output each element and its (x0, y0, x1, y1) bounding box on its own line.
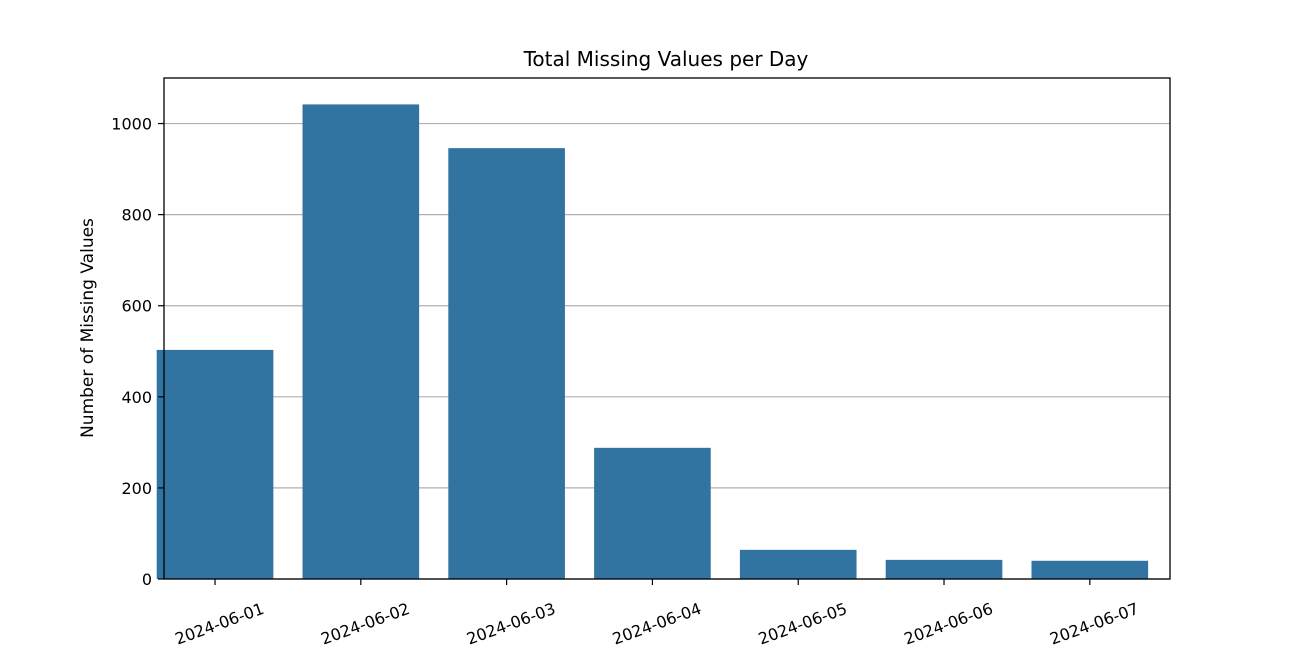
x-tick-label: 2024-06-04 (610, 599, 704, 649)
y-tick-label: 0 (142, 570, 152, 589)
x-tick-label: 2024-06-06 (902, 599, 996, 649)
bars (156, 104, 1149, 579)
y-tick-label: 400 (121, 388, 152, 407)
plot-frame (163, 77, 1171, 580)
y-tick-label: 600 (121, 297, 152, 316)
x-tick-label: 2024-06-07 (1047, 599, 1141, 649)
bar (594, 447, 711, 579)
bar (885, 559, 1003, 579)
x-tick-label: 2024-06-03 (464, 599, 558, 649)
chart-title: Total Missing Values per Day (523, 47, 809, 71)
bar (156, 349, 274, 579)
x-tick-label: 2024-06-01 (173, 599, 267, 649)
bar (739, 549, 857, 579)
bar (1031, 560, 1149, 579)
y-tick-label: 1000 (111, 115, 152, 134)
y-tick-label: 800 (121, 206, 152, 225)
y-axis-label: Number of Missing Values (78, 218, 98, 438)
bar (302, 104, 420, 579)
bar (448, 148, 565, 579)
x-tick-label: 2024-06-02 (318, 599, 412, 649)
y-tick-label: 200 (121, 479, 152, 498)
x-tick-label: 2024-06-05 (756, 599, 850, 649)
